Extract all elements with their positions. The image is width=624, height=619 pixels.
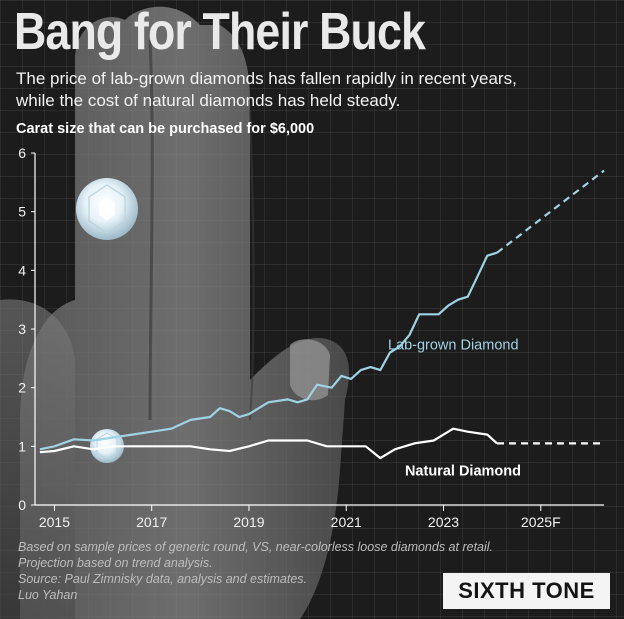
x-tick-label: 2021 (331, 514, 362, 530)
y-tick-label: 1 (18, 438, 26, 454)
chart-title: Carat size that can be purchased for $6,… (16, 121, 315, 137)
subtitle-line: while the cost of natural diamonds has h… (16, 91, 401, 110)
footnote: Based on sample prices of generic round,… (18, 539, 494, 603)
x-tick-label: 2015 (39, 514, 70, 530)
y-tick-label: 4 (18, 262, 26, 278)
footnote-line: Projection based on trend analysis. (18, 556, 213, 570)
x-tick-label: 2023 (428, 514, 459, 530)
y-tick-label: 6 (18, 145, 26, 161)
subtitle: The price of lab-grown diamonds has fall… (16, 68, 616, 112)
series-line-natural (39, 427, 498, 460)
y-tick-label: 2 (18, 380, 26, 396)
footnote-line: Source: Paul Zimnisky data, analysis and… (18, 572, 308, 586)
subtitle-line: The price of lab-grown diamonds has fall… (16, 69, 517, 88)
y-tick-label: 0 (18, 497, 26, 513)
series-label: Natural Diamond (405, 464, 521, 480)
series-label: Lab-grown Diamond (388, 338, 519, 354)
series-line-lab-grown (39, 251, 498, 451)
sixth-tone-logo: SIXTH TONE (443, 573, 610, 609)
large-diamond-icon (76, 178, 138, 240)
y-tick-label: 5 (18, 204, 26, 220)
y-tick-label: 3 (18, 321, 26, 337)
x-tick-label: 2019 (233, 514, 264, 530)
footnote-line: Luo Yahan (18, 588, 78, 602)
page-title: Bang for Their Buck (14, 3, 426, 61)
series-projection-lab-grown (496, 169, 605, 254)
x-tick-label: 2017 (136, 514, 167, 530)
footnote-line: Based on sample prices of generic round,… (18, 540, 494, 554)
x-tick-label: 2025F (521, 514, 561, 530)
